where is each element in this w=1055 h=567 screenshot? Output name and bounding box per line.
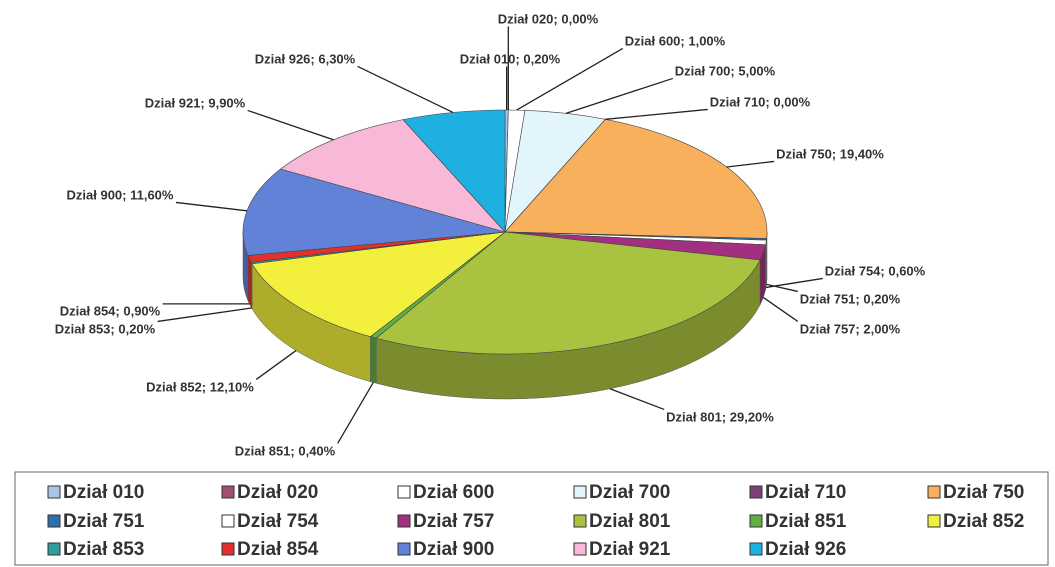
legend-swatch	[397, 542, 411, 556]
leader-line	[175, 201, 248, 212]
legend-swatch	[47, 514, 61, 528]
legend-label: Dział 853	[63, 539, 144, 560]
leader-line	[609, 388, 665, 411]
leader-line	[357, 65, 454, 114]
legend-swatch	[221, 542, 235, 556]
legend-swatch	[573, 514, 587, 528]
legend-label: Dział 700	[589, 482, 670, 503]
legend-label: Dział 801	[589, 511, 671, 532]
labels: Dział 010; 0,20% Dział 020; 0,00% Dział 60…	[55, 11, 926, 458]
data-label: Dział 754; 0,60%	[825, 263, 926, 278]
legend-box	[14, 471, 1049, 566]
data-label: Dział 926; 6,30%	[255, 51, 356, 66]
legend-swatch	[573, 542, 587, 556]
legend-swatch	[749, 542, 763, 556]
legend-label: Dział 852	[943, 511, 1024, 532]
legend: Dział 010 Dział 020 Dział 600 Dział 700 Dzia…	[47, 482, 1024, 560]
legend-label: Dział 900	[413, 539, 494, 560]
data-label: Dział 921; 9,90%	[145, 95, 246, 110]
data-label: Dział 854; 0,90%	[60, 303, 161, 318]
legend-swatch	[397, 514, 411, 528]
legend-label: Dział 854	[237, 539, 319, 560]
legend-label: Dział 751	[63, 511, 145, 532]
legend-swatch	[47, 542, 61, 556]
slice-side	[370, 336, 377, 384]
leader-line	[605, 108, 708, 120]
legend-label: Dział 926	[765, 539, 846, 560]
data-label: Dział 757; 2,00%	[800, 321, 901, 336]
data-label: Dział 900; 11,60%	[67, 187, 174, 202]
data-label: Dział 010; 0,20%	[460, 51, 561, 66]
data-label: Dział 801; 29,20%	[666, 409, 774, 424]
data-label: Dział 751; 0,20%	[800, 291, 901, 306]
leader-line	[762, 296, 799, 322]
legend-swatch	[221, 485, 235, 499]
data-label: Dział 710; 0,00%	[710, 94, 811, 109]
leader-line	[157, 307, 252, 323]
slice	[251, 231, 507, 338]
slice	[504, 118, 768, 239]
data-label: Dział 750; 19,40%	[776, 146, 884, 161]
legend-label: Dział 010	[63, 482, 144, 503]
legend-swatch	[927, 485, 941, 499]
data-label: Dział 020; 0,00%	[498, 11, 599, 26]
data-label: Dział 851; 0,40%	[235, 443, 336, 458]
slice-side	[247, 255, 252, 308]
leader-line	[726, 160, 775, 168]
legend-label: Dział 710	[765, 482, 846, 503]
slice	[242, 168, 506, 256]
leader-line	[255, 350, 297, 380]
legend-label: Dział 600	[413, 482, 494, 503]
data-label: Dział 700; 5,00%	[675, 63, 776, 78]
legend-label: Dział 750	[943, 482, 1024, 503]
legend-label: Dział 921	[589, 539, 671, 560]
legend-swatch	[927, 514, 941, 528]
data-label: Dział 853; 0,20%	[55, 321, 156, 336]
legend-swatch	[749, 485, 763, 499]
legend-label: Dział 851	[765, 511, 847, 532]
leader-line	[765, 277, 823, 289]
leader-line	[766, 283, 798, 293]
slice	[375, 231, 761, 355]
legend-label: Dział 754	[237, 511, 319, 532]
leader-line	[516, 47, 624, 111]
legend-swatch	[47, 485, 61, 499]
leader-line	[337, 382, 374, 444]
legend-label: Dział 020	[237, 482, 318, 503]
legend-swatch	[221, 514, 235, 528]
leader-line	[565, 77, 673, 114]
pie	[242, 109, 768, 400]
data-label: Dział 852; 12,10%	[146, 379, 254, 394]
data-label: Dział 600; 1,00%	[625, 33, 726, 48]
slice	[279, 119, 506, 233]
legend-swatch	[397, 485, 411, 499]
legend-label: Dział 757	[413, 511, 494, 532]
legend-swatch	[573, 485, 587, 499]
legend-swatch	[749, 514, 763, 528]
leader-line	[247, 109, 334, 141]
